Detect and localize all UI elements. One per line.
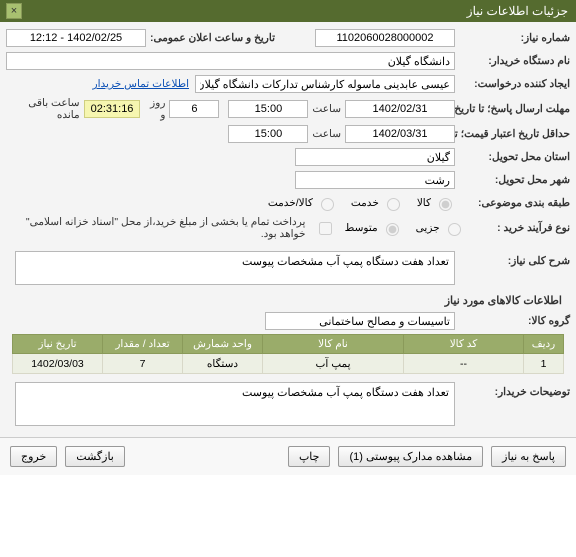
price-validity-time-field bbox=[228, 125, 308, 143]
goods-table: ردیف کد کالا نام کالا واحد شمارش تعداد /… bbox=[12, 334, 564, 374]
buyer-comment-label: توضیحات خریدار: bbox=[455, 382, 570, 398]
classify-goods-radio[interactable]: کالا bbox=[417, 195, 455, 211]
classify-radio-group: کالا خدمت کالا/خدمت bbox=[268, 195, 455, 211]
footer-bar: پاسخ به نیاز مشاهده مدارک پیوستی (1) چاپ… bbox=[0, 437, 576, 475]
deadline-time-field bbox=[228, 100, 308, 118]
payment-checkbox[interactable]: پرداخت تمام یا بخشی از مبلغ خرید،از محل … bbox=[6, 216, 335, 240]
province-field bbox=[295, 148, 455, 166]
contact-info-link[interactable]: اطلاعات تماس خریدار bbox=[93, 78, 189, 90]
view-docs-button[interactable]: مشاهده مدارک پیوستی (1) bbox=[338, 446, 483, 467]
table-cell: 1 bbox=[524, 354, 564, 374]
announce-datetime-label: تاریخ و ساعت اعلان عمومی: bbox=[146, 32, 275, 44]
days-word: روز و bbox=[144, 97, 165, 121]
summary-label: شرح کلی نیاز: bbox=[455, 251, 570, 267]
city-label: شهر محل تحویل: bbox=[455, 174, 570, 186]
close-icon[interactable]: × bbox=[6, 3, 22, 19]
exit-button[interactable]: خروج bbox=[10, 446, 57, 467]
time-word-2: ساعت bbox=[312, 128, 341, 140]
back-button[interactable]: بازگشت bbox=[65, 446, 125, 467]
remain-suffix: ساعت باقی مانده bbox=[10, 97, 80, 121]
buyer-org-field bbox=[6, 52, 455, 70]
need-no-field bbox=[315, 29, 455, 47]
dialog-header: جزئیات اطلاعات نیاز × bbox=[0, 0, 576, 22]
col-code: کد کالا bbox=[404, 335, 524, 354]
process-small-radio[interactable]: جزیی bbox=[416, 220, 464, 236]
goods-group-field bbox=[265, 312, 455, 330]
dialog-title: جزئیات اطلاعات نیاز bbox=[467, 4, 568, 18]
buyer-org-label: نام دستگاه خریدار: bbox=[455, 55, 570, 67]
classify-goods-service-radio[interactable]: کالا/خدمت bbox=[268, 195, 337, 211]
city-field bbox=[295, 171, 455, 189]
price-validity-date-field bbox=[345, 125, 455, 143]
form-area: شماره نیاز: تاریخ و ساعت اعلان عمومی: نا… bbox=[0, 22, 576, 437]
requester-label: ایجاد کننده درخواست: bbox=[455, 78, 570, 90]
goods-group-label: گروه کالا: bbox=[455, 315, 570, 327]
deadline-date-field bbox=[345, 100, 455, 118]
table-cell: -- bbox=[404, 354, 524, 374]
time-word-1: ساعت bbox=[312, 103, 341, 115]
requester-field bbox=[195, 75, 455, 93]
table-cell: 1402/03/03 bbox=[13, 354, 103, 374]
province-label: استان محل تحویل: bbox=[455, 151, 570, 163]
print-button[interactable]: چاپ bbox=[288, 446, 331, 467]
price-validity-label: حداقل تاریخ اعتبار قیمت؛ تا تاریخ: bbox=[455, 128, 570, 140]
process-label: نوع فرآیند خرید : bbox=[464, 222, 570, 234]
col-unit: واحد شمارش bbox=[183, 335, 263, 354]
need-no-label: شماره نیاز: bbox=[455, 32, 570, 44]
process-medium-radio[interactable]: متوسط bbox=[345, 220, 402, 236]
process-radio-group: جزیی متوسط bbox=[345, 220, 464, 236]
announce-datetime-field bbox=[6, 29, 146, 47]
col-row: ردیف bbox=[524, 335, 564, 354]
summary-textarea bbox=[15, 251, 455, 285]
col-name: نام کالا bbox=[263, 335, 404, 354]
classify-service-radio[interactable]: خدمت bbox=[351, 195, 403, 211]
remain-days-field bbox=[169, 100, 219, 118]
table-cell: 7 bbox=[103, 354, 183, 374]
col-qty: تعداد / مقدار bbox=[103, 335, 183, 354]
countdown-timer: 02:31:16 bbox=[84, 100, 141, 118]
classify-label: طبقه بندی موضوعی: bbox=[455, 197, 570, 209]
deadline-label: مهلت ارسال پاسخ؛ تا تاریخ: bbox=[455, 103, 570, 115]
buyer-comment-textarea bbox=[15, 382, 455, 426]
goods-section-title: اطلاعات کالاهای مورد نیاز bbox=[6, 288, 570, 311]
table-row: 1--پمپ آبدستگاه71402/03/03 bbox=[13, 354, 564, 374]
table-cell: دستگاه bbox=[183, 354, 263, 374]
respond-button[interactable]: پاسخ به نیاز bbox=[491, 446, 566, 467]
col-need-date: تاریخ نیاز bbox=[13, 335, 103, 354]
table-cell: پمپ آب bbox=[263, 354, 404, 374]
